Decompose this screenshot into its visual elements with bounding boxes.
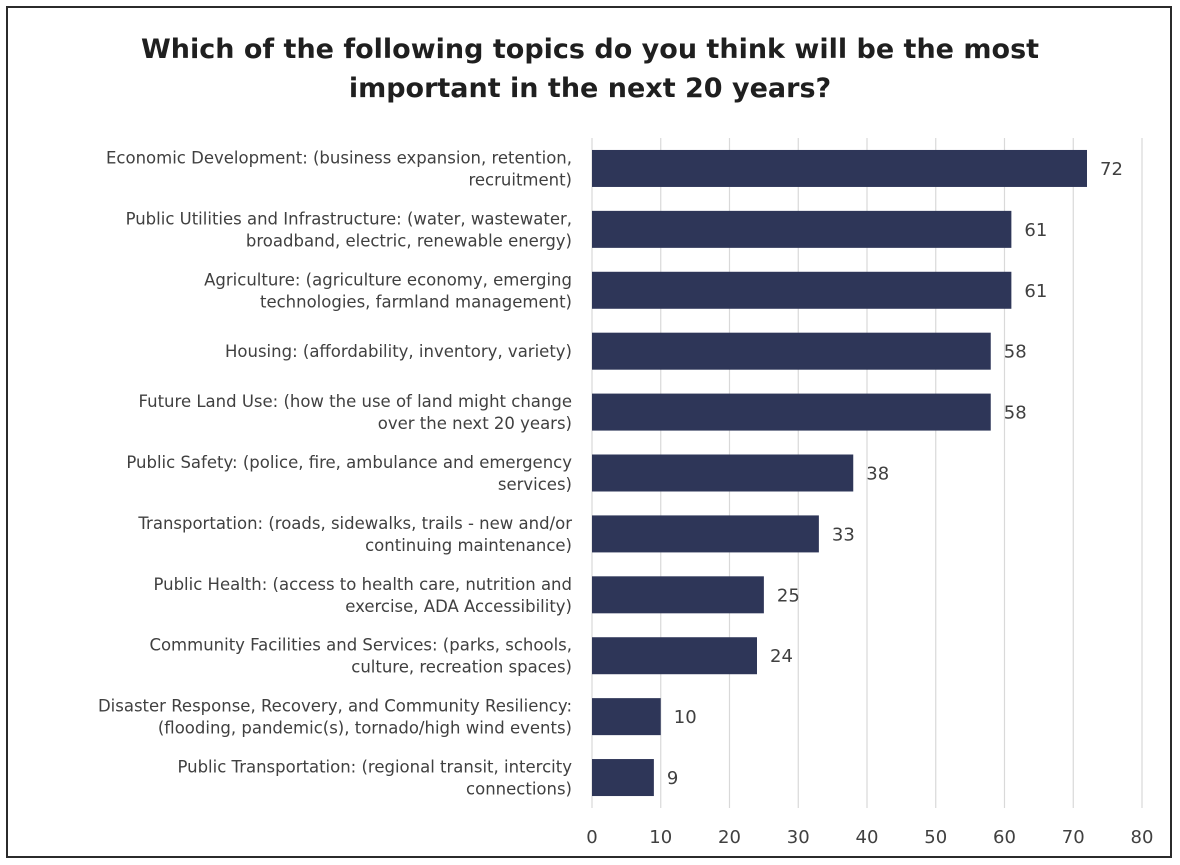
bar-6 bbox=[592, 454, 854, 492]
category-label-4-line-1: Housing: (affordability, inventory, vari… bbox=[225, 342, 572, 361]
category-label-11: Public Transportation: (regional transit… bbox=[177, 758, 572, 799]
category-label-5: Future Land Use: (how the use of land mi… bbox=[139, 392, 572, 433]
bar-4 bbox=[592, 332, 991, 370]
x-tick-label-20: 20 bbox=[718, 827, 741, 848]
x-tick-label-10: 10 bbox=[649, 827, 672, 848]
category-label-9-line-1: Community Facilities and Services: (park… bbox=[149, 636, 572, 655]
category-label-2-line-1: Public Utilities and Infrastructure: (wa… bbox=[126, 209, 572, 228]
bar-1 bbox=[592, 149, 1087, 187]
category-label-11-line-1: Public Transportation: (regional transit… bbox=[177, 758, 572, 777]
category-label-9-line-2: culture, recreation spaces) bbox=[351, 658, 572, 677]
category-label-1: Economic Development: (business expansio… bbox=[106, 148, 572, 189]
category-label-4: Housing: (affordability, inventory, vari… bbox=[225, 342, 572, 361]
data-label-1: 72 bbox=[1100, 159, 1123, 180]
chart-title-line-1: Which of the following topics do you thi… bbox=[140, 34, 1040, 65]
category-label-3: Agriculture: (agriculture economy, emerg… bbox=[204, 270, 572, 311]
bar-10 bbox=[592, 698, 661, 736]
category-label-6-line-1: Public Safety: (police, fire, ambulance … bbox=[126, 453, 572, 472]
data-label-3: 61 bbox=[1024, 281, 1047, 302]
bar-11 bbox=[592, 759, 654, 797]
chart-title: Which of the following topics do you thi… bbox=[0, 30, 1180, 108]
category-label-5-line-2: over the next 20 years) bbox=[378, 414, 572, 433]
data-label-7: 33 bbox=[832, 524, 855, 545]
category-label-2: Public Utilities and Infrastructure: (wa… bbox=[126, 209, 572, 250]
chart-frame bbox=[6, 6, 1172, 858]
data-label-6: 38 bbox=[866, 464, 889, 485]
category-label-8-line-1: Public Health: (access to health care, n… bbox=[153, 575, 572, 594]
category-label-1-line-2: recruitment) bbox=[468, 170, 572, 189]
category-label-1-line-1: Economic Development: (business expansio… bbox=[106, 148, 572, 167]
category-label-2-line-2: broadband, electric, renewable energy) bbox=[246, 231, 572, 250]
category-label-7-line-1: Transportation: (roads, sidewalks, trail… bbox=[137, 514, 572, 533]
chart-title-line-2: important in the next 20 years? bbox=[348, 73, 832, 104]
category-label-7-line-2: continuing maintenance) bbox=[365, 536, 572, 555]
category-label-9: Community Facilities and Services: (park… bbox=[149, 636, 572, 677]
category-label-3-line-1: Agriculture: (agriculture economy, emerg… bbox=[204, 270, 572, 289]
x-tick-label-40: 40 bbox=[856, 827, 879, 848]
category-label-7: Transportation: (roads, sidewalks, trail… bbox=[137, 514, 572, 555]
data-label-10: 10 bbox=[674, 707, 697, 728]
data-label-5: 58 bbox=[1004, 403, 1027, 424]
category-label-3-line-2: technologies, farmland management) bbox=[260, 292, 572, 311]
category-label-10-line-1: Disaster Response, Recovery, and Communi… bbox=[98, 697, 572, 716]
data-label-2: 61 bbox=[1024, 220, 1047, 241]
bar-2 bbox=[592, 210, 1012, 248]
data-label-9: 24 bbox=[770, 646, 793, 667]
category-label-5-line-1: Future Land Use: (how the use of land mi… bbox=[139, 392, 572, 411]
data-label-11: 9 bbox=[667, 768, 678, 789]
bar-5 bbox=[592, 393, 991, 431]
x-tick-label-30: 30 bbox=[787, 827, 810, 848]
category-label-10-line-2: (flooding, pandemic(s), tornado/high win… bbox=[158, 719, 572, 738]
bar-3 bbox=[592, 271, 1012, 309]
category-label-8: Public Health: (access to health care, n… bbox=[153, 575, 572, 616]
bar-8 bbox=[592, 576, 764, 614]
x-tick-label-60: 60 bbox=[993, 827, 1016, 848]
category-label-11-line-2: connections) bbox=[466, 780, 572, 799]
category-label-8-line-2: exercise, ADA Accessibility) bbox=[345, 597, 572, 616]
x-tick-label-50: 50 bbox=[924, 827, 947, 848]
x-tick-label-70: 70 bbox=[1062, 827, 1085, 848]
category-label-6: Public Safety: (police, fire, ambulance … bbox=[126, 453, 572, 494]
bar-9 bbox=[592, 637, 757, 675]
data-label-4: 58 bbox=[1004, 342, 1027, 363]
x-tick-label-80: 80 bbox=[1131, 827, 1154, 848]
x-tick-label-0: 0 bbox=[586, 827, 597, 848]
category-label-10: Disaster Response, Recovery, and Communi… bbox=[98, 697, 572, 738]
data-label-8: 25 bbox=[777, 585, 800, 606]
bar-7 bbox=[592, 515, 819, 553]
category-label-6-line-2: services) bbox=[498, 475, 572, 494]
